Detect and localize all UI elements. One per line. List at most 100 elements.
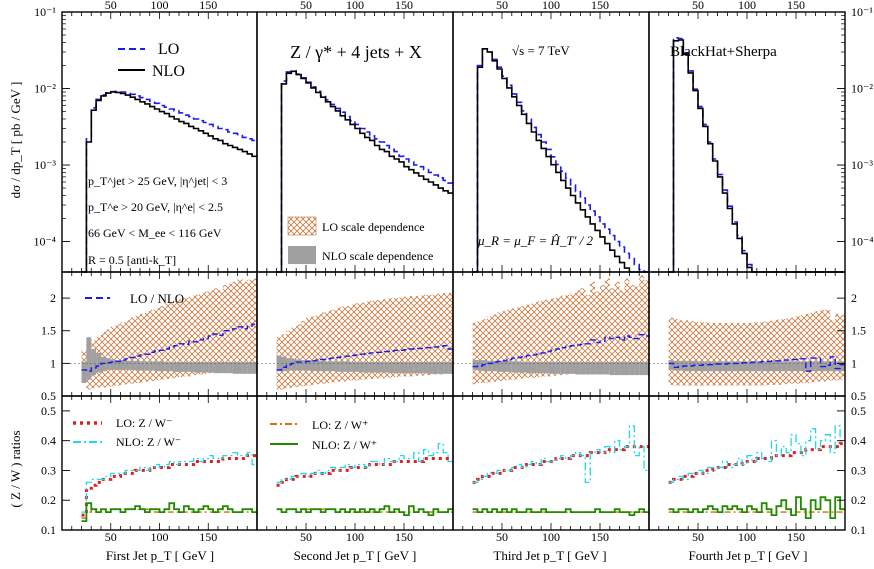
top-y-axis-label: dσ / dp_T [ pb / GeV ] [8, 82, 23, 199]
legend-lo-band-swatch [287, 216, 317, 236]
lo-band-bin [379, 299, 385, 379]
y-tick-label-left: 0.5 [41, 404, 56, 418]
nlo-band-bin [389, 362, 395, 374]
y-tick-label-right: 1 [851, 356, 857, 370]
lo-band-bin [791, 317, 796, 384]
nlo-band-bin [673, 360, 679, 371]
lo-band-bin [355, 303, 360, 381]
lo-band-bin [443, 292, 449, 374]
nlo-band-bin [404, 362, 409, 374]
lo-band-bin [213, 288, 218, 373]
nlo-band-bin [766, 361, 772, 372]
nlo-band-bin [634, 362, 640, 376]
nlo-band-bin [712, 361, 718, 372]
nlo-band-bin [580, 362, 586, 375]
lo-band-bin [345, 305, 351, 381]
nlo-band-bin [81, 362, 87, 383]
nlo-band-bin [678, 360, 684, 371]
y-tick-label-left: 0.1 [41, 523, 56, 537]
nlo-band-bin [840, 361, 845, 372]
lo-band-bin [590, 281, 596, 373]
nlo-band-bin [369, 362, 375, 373]
lo-band-bin [144, 311, 150, 382]
nlo-band-bin [595, 362, 600, 375]
lo-band-bin [389, 298, 395, 378]
x-tick-label-top: 100 [346, 0, 364, 12]
lo-band-bin [325, 311, 331, 383]
lo-band-bin [629, 285, 635, 369]
lo-band-bin [404, 296, 409, 377]
nlo-band-bin [604, 362, 610, 375]
lo-band-bin [169, 302, 175, 379]
y-tick-label-left: 0.5 [41, 389, 56, 403]
nlo-band-bin [619, 362, 625, 376]
x-tick-label-bottom: 50 [300, 530, 312, 544]
panel-2 [257, 70, 453, 516]
nlo-band-bin [306, 360, 311, 371]
nlo-band-bin [722, 361, 728, 372]
lo-band-bin [693, 321, 698, 386]
panel-1 [62, 90, 257, 522]
y-tick-label-right: 2 [851, 291, 857, 305]
nlo-band-bin [516, 361, 522, 373]
y-tick-label-right: 0.5 [851, 389, 866, 403]
nlo-band-bin [506, 361, 512, 372]
nlo-band-bin [335, 361, 341, 372]
y-tick-label-right: 1.5 [851, 324, 866, 338]
lo-band-bin [796, 316, 801, 384]
lo-band-bin [183, 298, 189, 377]
legend-lo-label: LO [158, 41, 179, 58]
nlo-band-bin [394, 362, 400, 374]
lo-band-bin [575, 290, 581, 374]
lo-band-bin [399, 297, 404, 377]
nlo-band-bin [428, 362, 434, 374]
y-tick-label-right: 10⁻³ [851, 158, 873, 172]
lo-band-bin [585, 294, 591, 373]
x-tick-label-top: 150 [591, 0, 609, 12]
lo-band-bin [413, 296, 419, 376]
x-label-first-jet: First Jet p_T [ GeV ] [106, 548, 214, 563]
panel-4-series [649, 37, 845, 519]
lo-band-bin [208, 290, 214, 374]
lo-band-bin [130, 317, 136, 384]
lo-band-bin [423, 294, 429, 376]
nlo-band-bin [487, 360, 493, 372]
ratio-legend: LO / NLO [85, 291, 184, 306]
nlo-band-bin [140, 361, 145, 371]
lo-band-bin [310, 316, 316, 385]
lo-band-bin [193, 294, 199, 376]
nlo-band-bin [497, 360, 502, 372]
ratio-nlo-plus-line [472, 508, 649, 516]
lo-band-bin [570, 292, 576, 374]
lo-band-bin [673, 318, 679, 386]
nlo-band-bin [247, 362, 253, 374]
nlo-band-bin [737, 361, 743, 372]
lo-band-bin [835, 313, 841, 381]
lo-spectrum-line [276, 70, 453, 273]
nlo-band-bin [213, 362, 218, 374]
x-tick-label-bottom: 100 [738, 530, 756, 544]
nlo-band-bin [472, 360, 478, 370]
lo-band-bin [330, 309, 336, 383]
nlo-band-bin [340, 361, 346, 372]
ratio-lo-minus-line [472, 445, 649, 484]
nlo-band-bin [174, 362, 179, 372]
legend-ratio-nlo-minus-label: NLO: Z / W⁻ [116, 435, 181, 449]
nlo-band-bin [742, 361, 747, 372]
lo-band-bin [565, 294, 571, 375]
lo-band-bin [521, 305, 527, 379]
nlo-band-bin [399, 362, 404, 374]
lo-band-bin [232, 281, 238, 372]
nlo-band-bin [423, 362, 429, 374]
x-tick-label-bottom: 150 [591, 530, 609, 544]
nlo-band-bin [668, 360, 674, 370]
panel-4 [649, 37, 845, 519]
lo-band-bin [164, 303, 170, 380]
y-tick-label-left: 10⁻⁴ [33, 235, 56, 249]
nlo-spectrum-line [81, 91, 257, 273]
bottom-y-axis-label: ( Z / W ) ratios [8, 430, 23, 507]
x-tick-label-top: 150 [787, 0, 805, 12]
ratio-nlo-plus-line [81, 502, 257, 522]
y-tick-label-right: 10⁻¹ [851, 5, 873, 19]
